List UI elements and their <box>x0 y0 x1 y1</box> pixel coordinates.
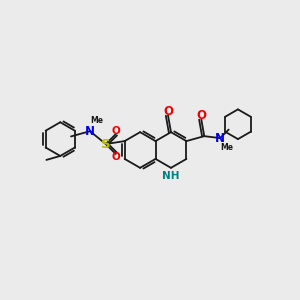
Text: O: O <box>196 109 206 122</box>
Text: S: S <box>101 138 111 151</box>
Text: Me: Me <box>220 142 233 152</box>
Text: N: N <box>215 132 225 145</box>
Text: N: N <box>85 125 95 138</box>
Text: O: O <box>111 152 120 162</box>
Text: Me: Me <box>90 116 104 125</box>
Text: O: O <box>163 105 173 118</box>
Text: O: O <box>111 126 120 136</box>
Text: NH: NH <box>162 171 180 181</box>
